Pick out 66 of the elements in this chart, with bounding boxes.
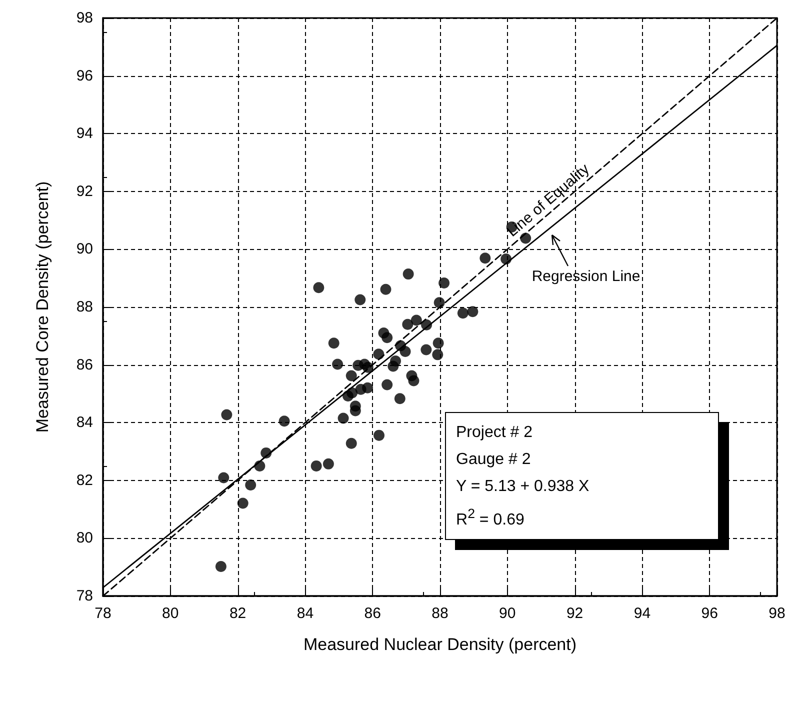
annotation: Project # 2 xyxy=(456,423,534,443)
point xyxy=(480,252,491,264)
x-tick-label: 92 xyxy=(566,605,584,622)
point xyxy=(278,416,290,427)
y-tick-label: 96 xyxy=(76,67,93,84)
y-tick-label: 94 xyxy=(76,125,93,142)
point xyxy=(310,460,322,472)
point xyxy=(322,458,334,470)
y-tick-label: 78 xyxy=(76,588,93,604)
x-axis-title: Measured Nuclear Density (percent) xyxy=(303,635,577,654)
legend-label: Regression Line xyxy=(532,268,640,285)
y-tick-label: 80 xyxy=(76,530,93,547)
point xyxy=(432,338,444,349)
point xyxy=(354,294,366,306)
point xyxy=(432,349,444,360)
point xyxy=(374,430,385,441)
y-tick-label: 84 xyxy=(76,414,93,432)
point xyxy=(434,297,445,308)
point xyxy=(408,375,420,386)
point xyxy=(338,412,349,424)
point xyxy=(245,480,256,491)
point xyxy=(350,405,361,416)
point xyxy=(382,332,393,344)
x-tick-label: 86 xyxy=(364,605,381,622)
point xyxy=(332,358,344,370)
y-tick-label: 86 xyxy=(76,356,93,374)
point xyxy=(420,344,432,356)
point xyxy=(402,318,414,330)
y-tick-label: 98 xyxy=(76,10,93,26)
annotation: Y = 5.13 + 0.938 X xyxy=(456,477,590,497)
point xyxy=(382,379,393,390)
point xyxy=(394,393,406,404)
point xyxy=(221,409,232,420)
point xyxy=(346,370,357,382)
point xyxy=(410,314,422,326)
point xyxy=(215,561,226,572)
point xyxy=(346,387,358,398)
point xyxy=(328,338,340,349)
x-tick-label: 84 xyxy=(296,605,314,622)
point xyxy=(362,382,374,394)
annotation: Gauge # 2 xyxy=(456,450,532,470)
point xyxy=(218,472,230,484)
point xyxy=(346,438,357,449)
point xyxy=(400,346,411,358)
x-tick-label: 94 xyxy=(634,605,651,622)
x-tick-label: 96 xyxy=(701,605,718,622)
point xyxy=(237,498,248,509)
x-tick-label: 82 xyxy=(229,605,246,622)
y-tick-label: 88 xyxy=(76,298,93,316)
x-tick-label: 90 xyxy=(499,605,516,622)
point xyxy=(402,268,414,280)
point xyxy=(388,360,399,372)
point xyxy=(313,282,324,294)
point xyxy=(380,284,392,295)
point xyxy=(457,308,468,319)
annotation: R$^{2}$ = 0.69 xyxy=(456,505,526,530)
y-tick-label: 82 xyxy=(76,472,93,489)
point xyxy=(438,278,450,289)
x-tick-label: 78 xyxy=(94,605,112,622)
x-tick-label: 88 xyxy=(432,605,448,622)
y-axis-title: Measured Core Density (percent) xyxy=(33,181,52,433)
point xyxy=(467,306,478,318)
y-tick-label: 90 xyxy=(76,240,93,258)
x-tick-label: 98 xyxy=(768,605,786,622)
x-tick-label: 80 xyxy=(162,605,179,622)
y-tick-label: 92 xyxy=(76,182,93,200)
